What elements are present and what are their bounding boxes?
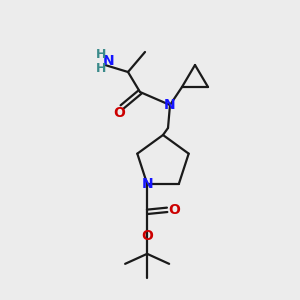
Text: N: N bbox=[164, 98, 176, 112]
Text: H: H bbox=[96, 47, 106, 61]
Text: H: H bbox=[96, 62, 106, 76]
Text: O: O bbox=[141, 229, 153, 243]
Text: N: N bbox=[141, 177, 153, 191]
Text: O: O bbox=[113, 106, 125, 120]
Text: N: N bbox=[103, 54, 115, 68]
Text: O: O bbox=[168, 203, 180, 217]
